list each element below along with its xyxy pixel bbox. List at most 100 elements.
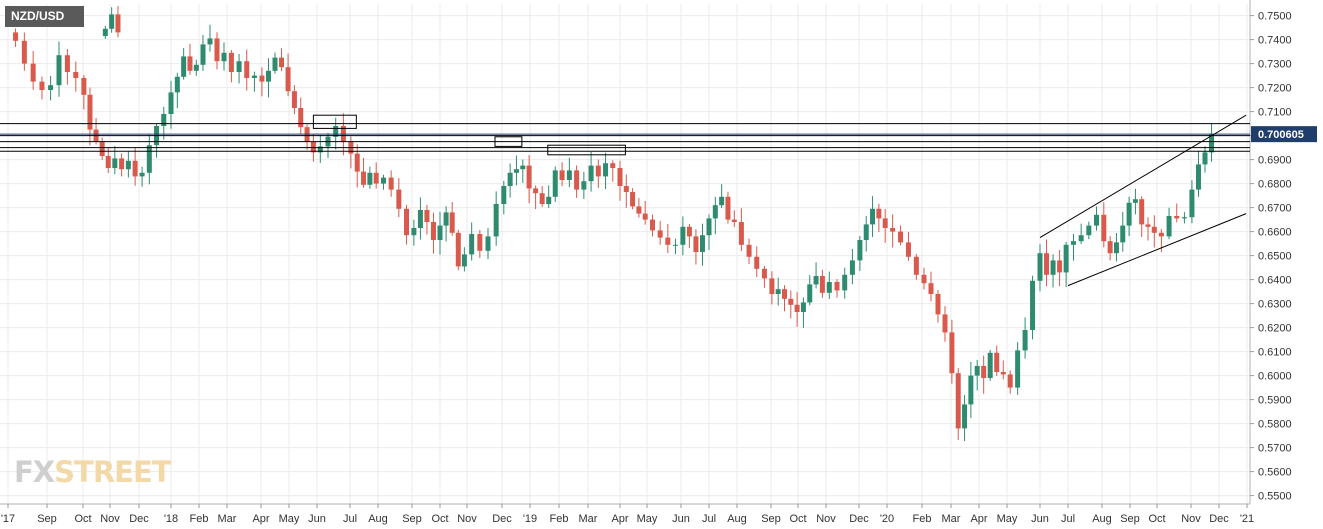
y-tick-label: 0.6400 bbox=[1258, 275, 1292, 287]
candle bbox=[236, 54, 242, 84]
candle-body-down bbox=[455, 232, 461, 267]
candle bbox=[298, 97, 304, 135]
candle-body-down bbox=[533, 188, 539, 194]
candle bbox=[1086, 221, 1092, 240]
candle bbox=[146, 134, 152, 185]
candle-body-up bbox=[493, 204, 499, 237]
candle bbox=[642, 201, 648, 225]
candle bbox=[1132, 188, 1138, 215]
candle-body-up bbox=[1063, 244, 1069, 273]
candle-body-up bbox=[800, 302, 806, 312]
candle-body-up bbox=[1120, 225, 1126, 243]
candle bbox=[994, 345, 1000, 376]
x-tick-label: Mar bbox=[218, 513, 237, 525]
candle-body-down bbox=[291, 91, 297, 108]
candle-body-up bbox=[857, 240, 863, 261]
candle-body-down bbox=[890, 228, 896, 232]
candle bbox=[761, 265, 767, 288]
candle bbox=[526, 155, 532, 204]
candle-body-up bbox=[588, 165, 594, 182]
highlight-box bbox=[312, 114, 357, 129]
x-tick-label: Mar bbox=[579, 513, 598, 525]
candle bbox=[485, 228, 491, 260]
candle bbox=[1050, 254, 1056, 288]
candle-body-down bbox=[119, 158, 125, 170]
x-tick-label: Sep bbox=[402, 513, 422, 525]
x-tick-label: Jul bbox=[702, 513, 716, 525]
candle-body-up bbox=[1126, 202, 1132, 226]
candle bbox=[731, 210, 737, 228]
candle-body-up bbox=[443, 212, 449, 226]
x-tick-label: '17 bbox=[1, 513, 15, 525]
candle-body-down bbox=[794, 304, 800, 312]
candle bbox=[1139, 196, 1145, 237]
candle-body-down bbox=[630, 192, 636, 207]
candle-body-down bbox=[214, 38, 220, 62]
watermark-part2: STREET bbox=[54, 455, 171, 489]
candle bbox=[699, 223, 705, 266]
candle-body-up bbox=[485, 236, 491, 251]
candle-body-up bbox=[1078, 235, 1084, 242]
candle-body-down bbox=[642, 213, 648, 220]
candle bbox=[520, 159, 526, 183]
candle-body-down bbox=[99, 141, 105, 156]
candle-body-down bbox=[404, 208, 410, 236]
candle-body-down bbox=[955, 373, 961, 429]
y-tick-label: 0.5700 bbox=[1258, 443, 1292, 455]
candle-body-up bbox=[125, 160, 131, 170]
candle-body-down bbox=[1000, 372, 1006, 375]
candle bbox=[617, 160, 623, 201]
candle-body-up bbox=[236, 61, 242, 72]
candle bbox=[1145, 217, 1151, 241]
candle-body-up bbox=[251, 75, 257, 78]
candle bbox=[132, 147, 138, 186]
y-tick-label: 0.6000 bbox=[1258, 371, 1292, 383]
candle-body-up bbox=[513, 169, 519, 173]
candle-body-up bbox=[272, 57, 278, 71]
candle-body-down bbox=[477, 234, 483, 251]
candle-body-up bbox=[200, 44, 206, 65]
candle-body-down bbox=[913, 256, 919, 275]
candle bbox=[39, 76, 45, 100]
trendline bbox=[1067, 213, 1247, 287]
candle-body-up bbox=[603, 163, 609, 177]
candle-body-up bbox=[1030, 280, 1036, 330]
candle bbox=[1101, 202, 1107, 248]
x-tick-label: Jun bbox=[1031, 513, 1049, 525]
y-tick-label: 0.6800 bbox=[1258, 179, 1292, 191]
candle bbox=[181, 48, 187, 80]
candle-body-up bbox=[807, 284, 813, 303]
y-tick-label: 0.6500 bbox=[1258, 251, 1292, 263]
candle bbox=[849, 248, 855, 285]
candle bbox=[623, 174, 629, 208]
x-tick-label: Dec bbox=[849, 513, 869, 525]
candle-body-down bbox=[636, 206, 642, 214]
x-tick-label: Oct bbox=[1148, 513, 1165, 525]
candle-body-down bbox=[187, 56, 193, 71]
candle-body-up bbox=[437, 225, 443, 240]
candle-body-down bbox=[115, 14, 121, 33]
y-tick-labels: 0.75000.74000.73000.72000.71000.70000.69… bbox=[1250, 11, 1292, 503]
candle-body-up bbox=[109, 14, 115, 29]
candle-body-up bbox=[1189, 189, 1195, 218]
x-tick-label: Sep bbox=[1120, 513, 1140, 525]
x-tick-label: Dec bbox=[492, 513, 512, 525]
candle-body-up bbox=[566, 170, 572, 180]
candle bbox=[251, 71, 257, 92]
candle-body-up bbox=[1086, 225, 1092, 236]
candle bbox=[56, 41, 62, 97]
candle bbox=[214, 32, 220, 70]
candle-body-down bbox=[595, 165, 601, 177]
candle bbox=[826, 271, 832, 299]
symbol-label: NZD/USD bbox=[5, 6, 84, 27]
candle bbox=[193, 59, 199, 76]
candle bbox=[738, 208, 744, 251]
x-tick-label: Mar bbox=[942, 513, 961, 525]
x-tick-label: Jul bbox=[343, 513, 357, 525]
candle bbox=[788, 290, 794, 319]
trendlines bbox=[1039, 114, 1247, 287]
candle bbox=[1078, 223, 1084, 245]
candle bbox=[686, 223, 692, 248]
